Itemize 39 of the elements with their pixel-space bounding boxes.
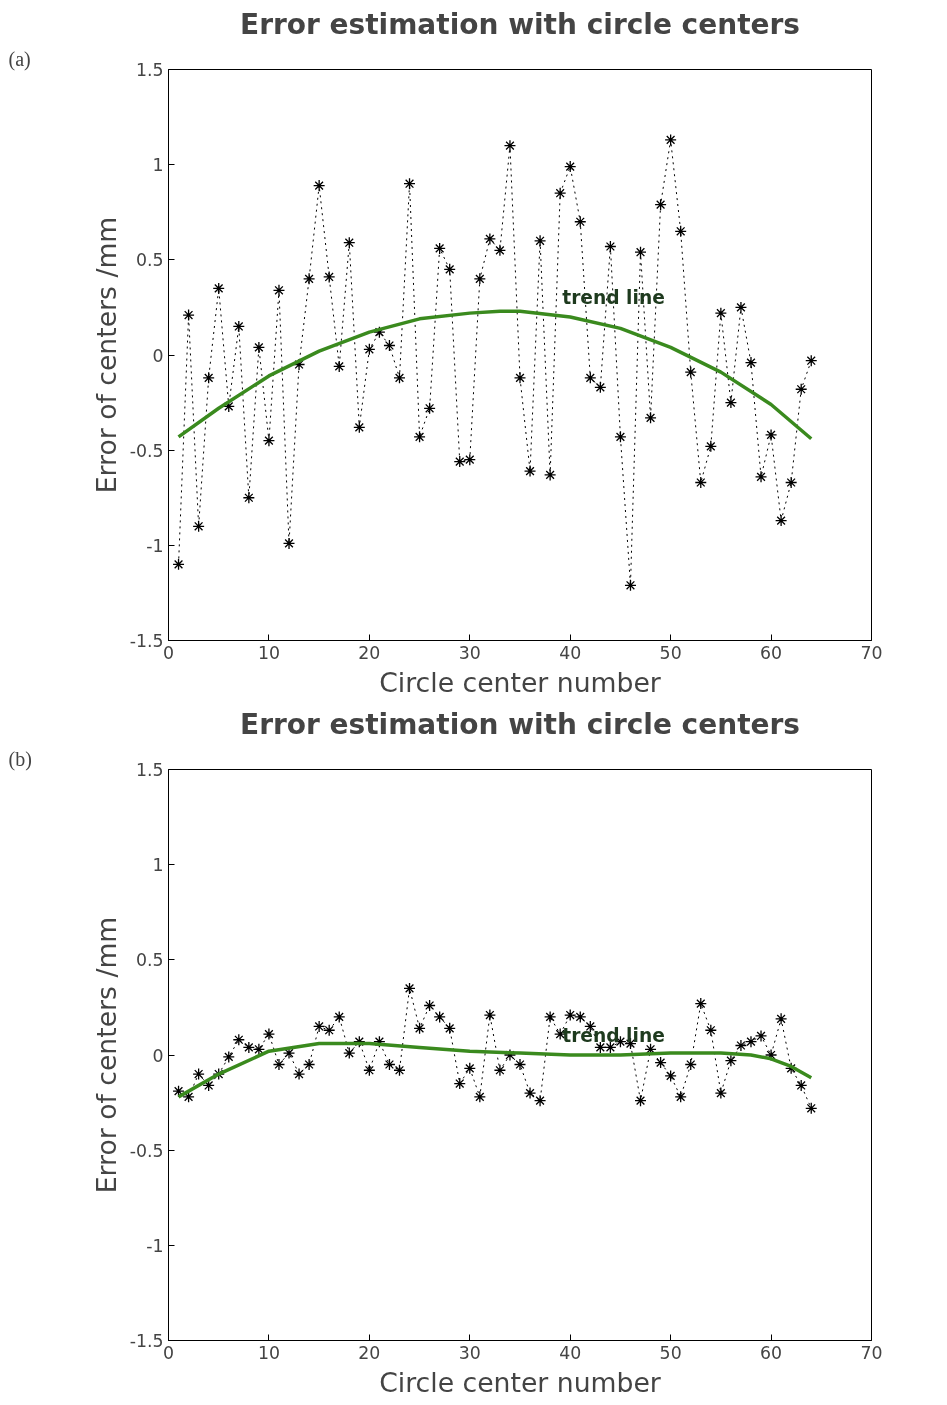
y-tick-label: 0.5 <box>135 950 164 971</box>
x-tick-label: 40 <box>559 642 582 663</box>
x-tick-label: 40 <box>559 1342 582 1363</box>
chart-title: Error estimation with circle centers <box>240 707 801 741</box>
y-tick-label: -0.5 <box>129 440 164 461</box>
x-tick-label: 50 <box>659 642 682 663</box>
y-tick-label: 1.5 <box>135 760 164 780</box>
y-axis-title: Error of centers /mm <box>90 916 122 1194</box>
y-axis-title: Error of centers /mm <box>90 216 122 494</box>
x-tick-label: 70 <box>860 642 883 663</box>
x-tick-label: 10 <box>257 1342 280 1363</box>
x-axis-title: Circle center number <box>379 1366 661 1398</box>
x-tick-label: 70 <box>860 1342 883 1363</box>
text: (a) <box>8 47 31 71</box>
y-tick-label: 1.5 <box>135 60 164 80</box>
x-tick-label: 20 <box>358 1342 381 1363</box>
y-tick-label: 0 <box>152 1045 164 1066</box>
y-tick-label: -1.5 <box>129 1331 164 1351</box>
x-tick-label: 50 <box>659 1342 682 1363</box>
line-series <box>176 309 813 441</box>
chart-title: Error estimation with circle centers <box>240 7 801 41</box>
y-tick-label: 1 <box>152 855 164 876</box>
x-tick-label: 30 <box>458 1342 481 1363</box>
y-tick-label: 1 <box>152 155 164 176</box>
x-tick-label: 30 <box>458 642 481 663</box>
y-tick-label: -0.5 <box>129 1140 164 1161</box>
text: (b) <box>8 747 32 771</box>
x-tick-label: 60 <box>760 1342 783 1363</box>
line-series <box>176 1041 813 1099</box>
y-tick-label: -1 <box>146 1235 164 1256</box>
x-tick-label: 60 <box>760 642 783 663</box>
x-axis-title: Circle center number <box>379 666 661 698</box>
y-tick-label: -1.5 <box>129 631 164 651</box>
y-tick-label: 0.5 <box>135 250 164 271</box>
x-tick-label: 20 <box>358 642 381 663</box>
annotation: trend line <box>562 286 665 308</box>
y-tick-label: -1 <box>146 535 164 556</box>
y-tick-label: 0 <box>152 345 164 366</box>
x-tick-label: 10 <box>257 642 280 663</box>
